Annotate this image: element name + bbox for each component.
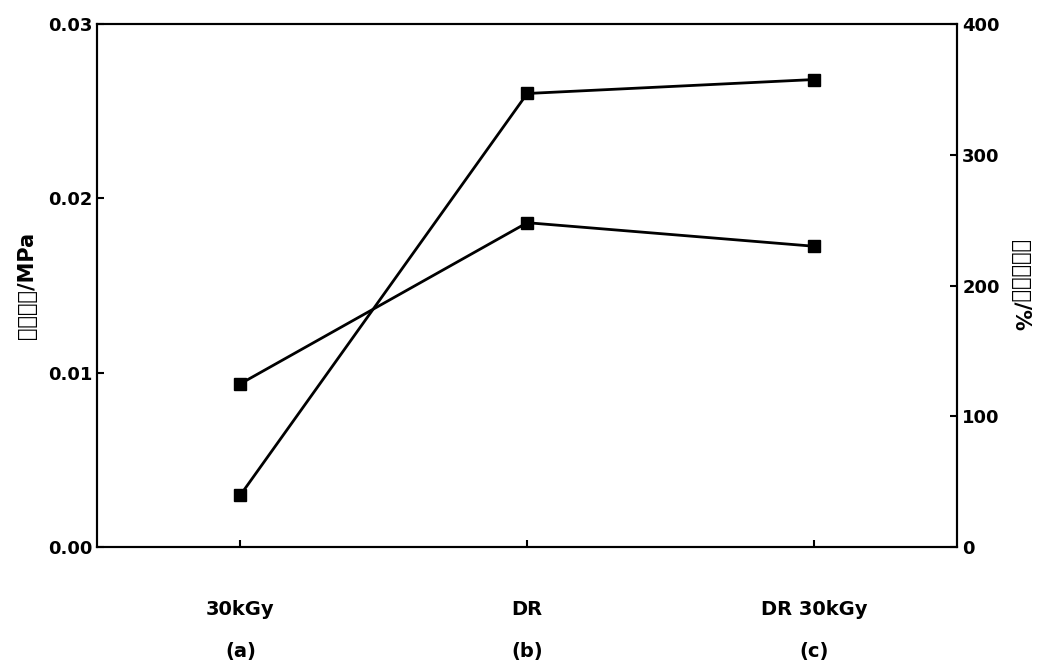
Text: (c): (c): [799, 642, 829, 661]
Text: DR 30kGy: DR 30kGy: [761, 600, 867, 618]
Y-axis label: 断裂伸长率/%: 断裂伸长率/%: [1010, 240, 1030, 331]
Text: DR: DR: [512, 600, 542, 618]
Y-axis label: 拉伸强度/MPa: 拉伸强度/MPa: [17, 232, 37, 339]
Text: (a): (a): [225, 642, 255, 661]
Text: (b): (b): [511, 642, 543, 661]
Text: 30kGy: 30kGy: [206, 600, 274, 618]
